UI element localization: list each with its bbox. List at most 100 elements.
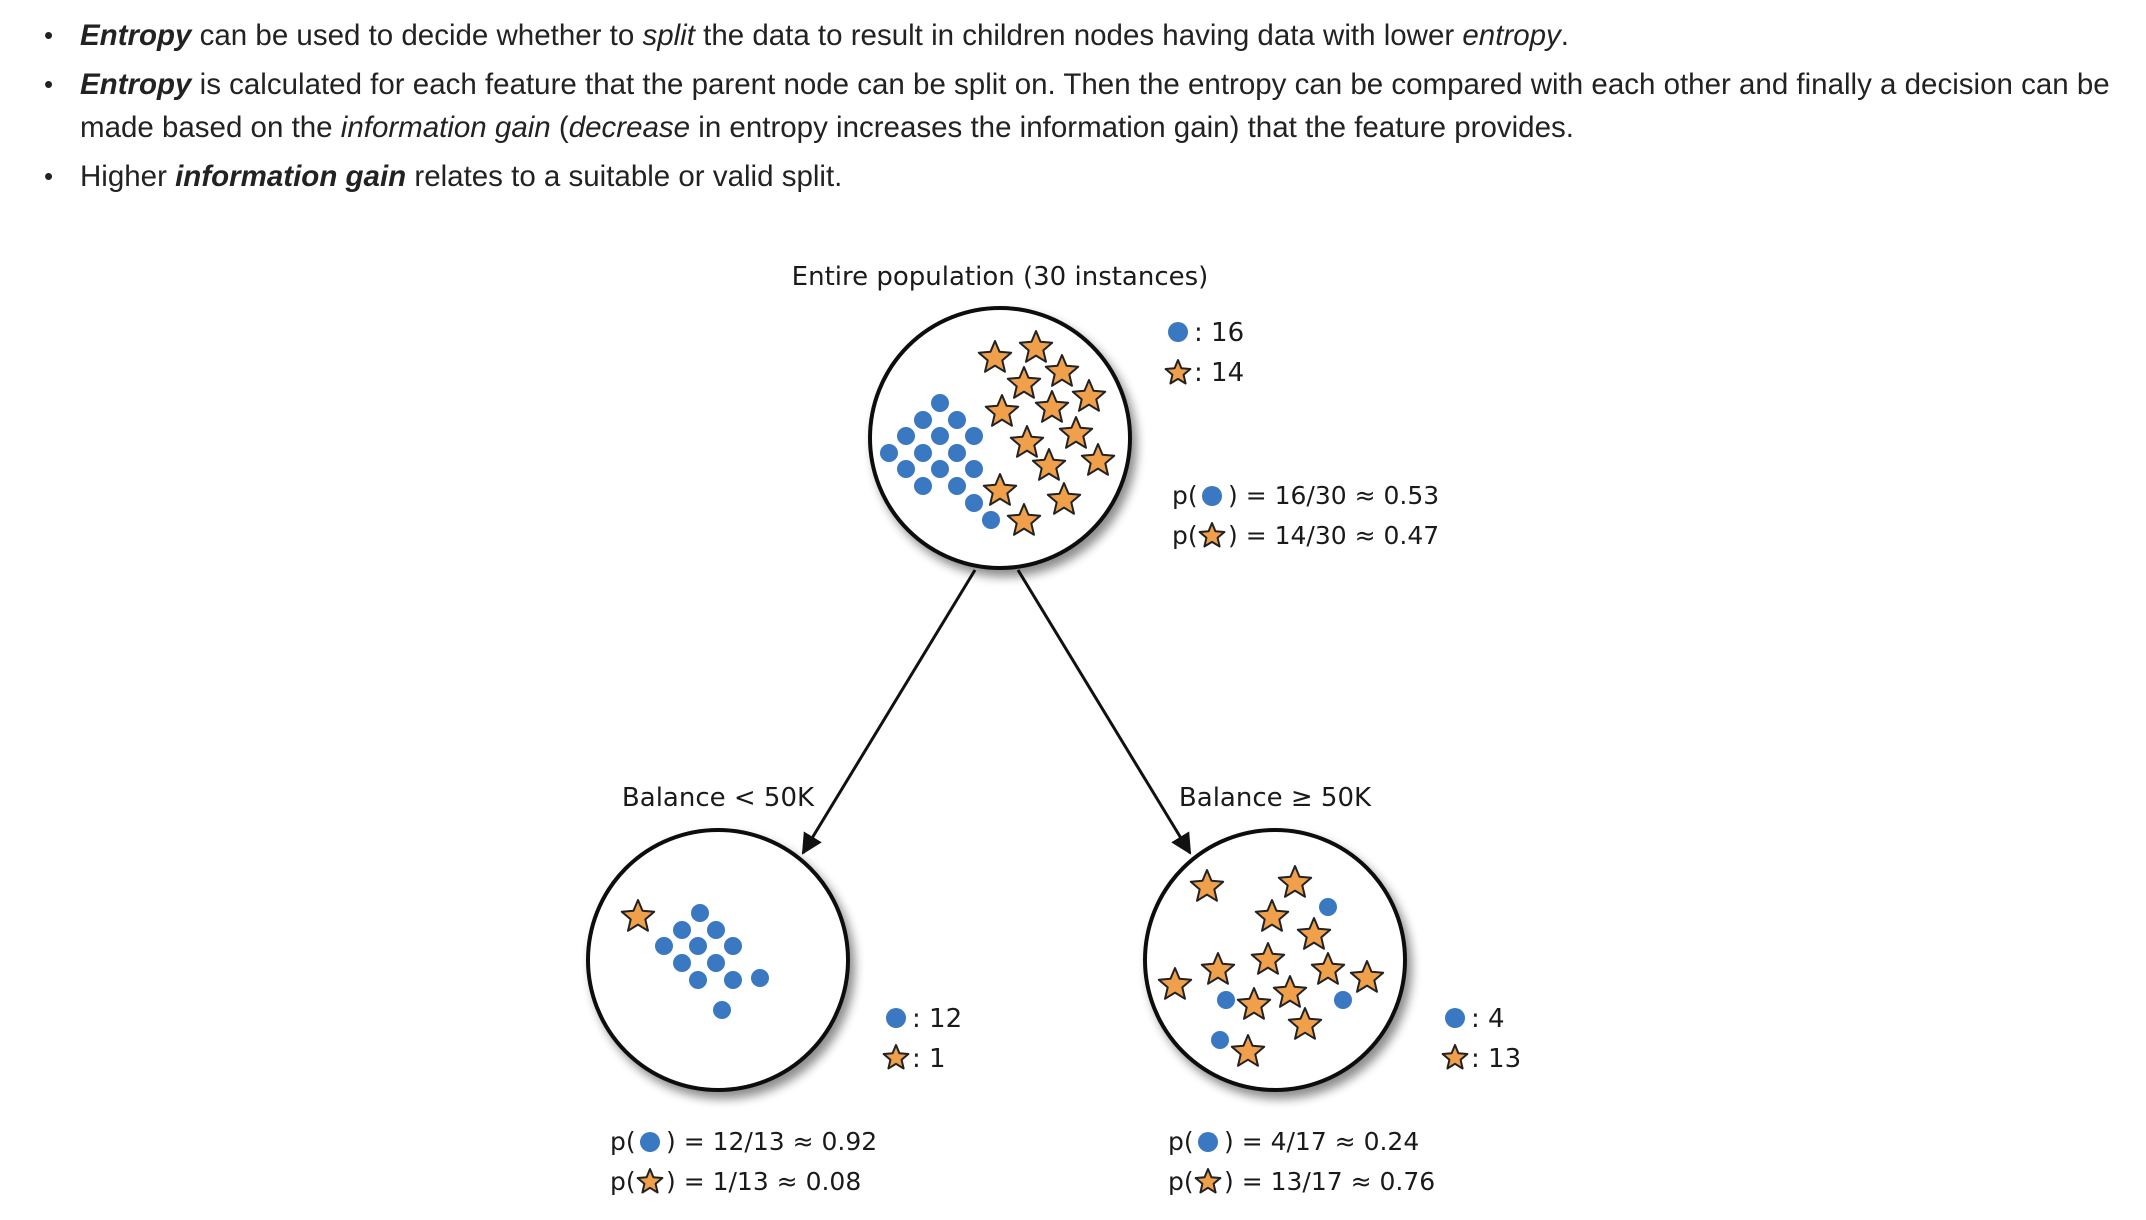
left-p-star: ) = 1/13 ≈ 0.08 — [666, 1167, 861, 1196]
star-instance — [1058, 416, 1094, 449]
parent-p-star: ) = 14/30 ≈ 0.47 — [1228, 521, 1439, 550]
bullet-item: Higher information gain relates to a sui… — [40, 155, 2120, 198]
dot-instance — [982, 511, 1000, 529]
star-instance — [1006, 503, 1042, 536]
dot-instance — [931, 394, 949, 412]
star-instance — [1296, 917, 1332, 950]
parent-node-title: Entire population (30 instances) — [792, 262, 1209, 292]
bullet-text-part: information gain — [175, 160, 407, 193]
bullet-text-part: entropy — [1462, 19, 1561, 52]
star-instance — [982, 473, 1018, 506]
parent-node-instances — [880, 330, 1116, 536]
dot-instance — [673, 954, 691, 972]
dot-instance — [655, 937, 673, 955]
dot-instance — [751, 969, 769, 987]
star-instance — [1254, 899, 1290, 932]
star-instance — [1044, 354, 1080, 387]
bullet-text-part: split — [642, 19, 695, 52]
left-node-instances — [620, 899, 769, 1019]
star-instance — [1349, 960, 1385, 993]
star-icon — [636, 1168, 664, 1194]
left-counts: : 12 : 1 — [882, 1004, 962, 1074]
star-instance — [1080, 443, 1116, 476]
star-icon — [882, 1044, 910, 1070]
p-prefix: p( — [1168, 1167, 1194, 1196]
star-instance — [1287, 1007, 1323, 1040]
star-icon — [1198, 522, 1226, 548]
left-node-title: Balance < 50K — [622, 783, 815, 813]
star-instance — [1046, 482, 1082, 515]
bullet-text-part: decrease — [568, 111, 691, 144]
right-counts: : 4 : 13 — [1441, 1004, 1521, 1074]
star-instance — [1236, 987, 1272, 1020]
dot-instance — [914, 411, 932, 429]
star-instance — [1277, 865, 1313, 898]
p-prefix: p( — [610, 1127, 636, 1156]
bullet-text-part: is calculated for each feature that the … — [80, 68, 2110, 144]
left-p-dot: ) = 12/13 ≈ 0.92 — [666, 1127, 877, 1156]
bullet-text-part: relates to a suitable or valid split. — [406, 160, 843, 193]
dot-instance — [1319, 898, 1337, 916]
left-probabilities: p( ) = 12/13 ≈ 0.92 p( ) = 1/13 ≈ 0.08 — [610, 1127, 877, 1196]
dot-instance — [948, 411, 966, 429]
parent-count-dot: : 16 — [1194, 318, 1244, 348]
dot-instance — [713, 1001, 731, 1019]
dot-instance — [724, 937, 742, 955]
parent-counts: : 16 : 14 — [1164, 318, 1244, 388]
star-instance — [620, 899, 656, 932]
parent-probabilities: p( ) = 16/30 ≈ 0.53 p( ) = 14/30 ≈ 0.47 — [1172, 481, 1439, 550]
star-instance — [984, 394, 1020, 427]
bullet-text-part: can be used to decide whether to — [191, 19, 643, 52]
right-node-title: Balance ≥ 50K — [1179, 783, 1372, 813]
right-p-star: ) = 13/17 ≈ 0.76 — [1224, 1167, 1435, 1196]
right-node-instances — [1157, 865, 1385, 1067]
bullet-text-part: Entropy — [80, 19, 192, 52]
bullet-text-part: in entropy increases the information gai… — [690, 111, 1574, 144]
dot-instance — [931, 460, 949, 478]
right-p-dot: ) = 4/17 ≈ 0.24 — [1224, 1127, 1419, 1156]
star-instance — [1272, 975, 1308, 1008]
bullet-text-part: . — [1560, 19, 1569, 52]
star-instance — [1200, 952, 1236, 985]
bullet-item: Entropy can be used to decide whether to… — [40, 14, 2120, 57]
dot-icon — [1168, 322, 1188, 342]
p-prefix: p( — [1168, 1127, 1194, 1156]
bullet-text-part: ( — [550, 111, 569, 144]
star-instance — [1006, 366, 1042, 399]
dot-instance — [965, 460, 983, 478]
left-count-dot: : 12 — [912, 1004, 962, 1034]
right-count-dot: : 4 — [1471, 1004, 1505, 1034]
left-split-arrow — [801, 569, 977, 855]
bullet-text-part: information gain — [340, 111, 551, 144]
dot-instance — [897, 460, 915, 478]
star-instance — [1009, 425, 1045, 458]
dot-instance — [691, 904, 709, 922]
right-split-arrow — [1016, 569, 1192, 855]
star-instance — [1034, 390, 1070, 423]
bullet-text-part: the data to result in children nodes hav… — [694, 19, 1463, 52]
bullet-text-part: Higher — [80, 160, 176, 193]
dot-icon — [886, 1008, 906, 1028]
star-instance — [1189, 869, 1225, 902]
parent-count-star: : 14 — [1194, 358, 1244, 388]
dot-instance — [689, 971, 707, 989]
dot-icon — [640, 1132, 660, 1152]
dot-icon — [1198, 1132, 1218, 1152]
dot-instance — [673, 921, 691, 939]
dot-instance — [914, 444, 932, 462]
p-prefix: p( — [1172, 521, 1198, 550]
bullet-item: Entropy is calculated for each feature t… — [40, 63, 2120, 149]
star-instance — [1157, 967, 1193, 1000]
bullet-text-part: Entropy — [80, 68, 192, 101]
star-instance — [1071, 379, 1107, 412]
dot-instance — [914, 477, 932, 495]
left-count-star: : 1 — [912, 1044, 946, 1074]
parent-p-dot: ) = 16/30 ≈ 0.53 — [1228, 481, 1439, 510]
dot-instance — [965, 427, 983, 445]
star-instance — [1250, 942, 1286, 975]
p-prefix: p( — [1172, 481, 1198, 510]
star-icon — [1441, 1044, 1469, 1070]
bullet-list: Entropy can be used to decide whether to… — [40, 14, 2120, 204]
right-probabilities: p( ) = 4/17 ≈ 0.24 p( ) = 13/17 ≈ 0.76 — [1168, 1127, 1435, 1196]
